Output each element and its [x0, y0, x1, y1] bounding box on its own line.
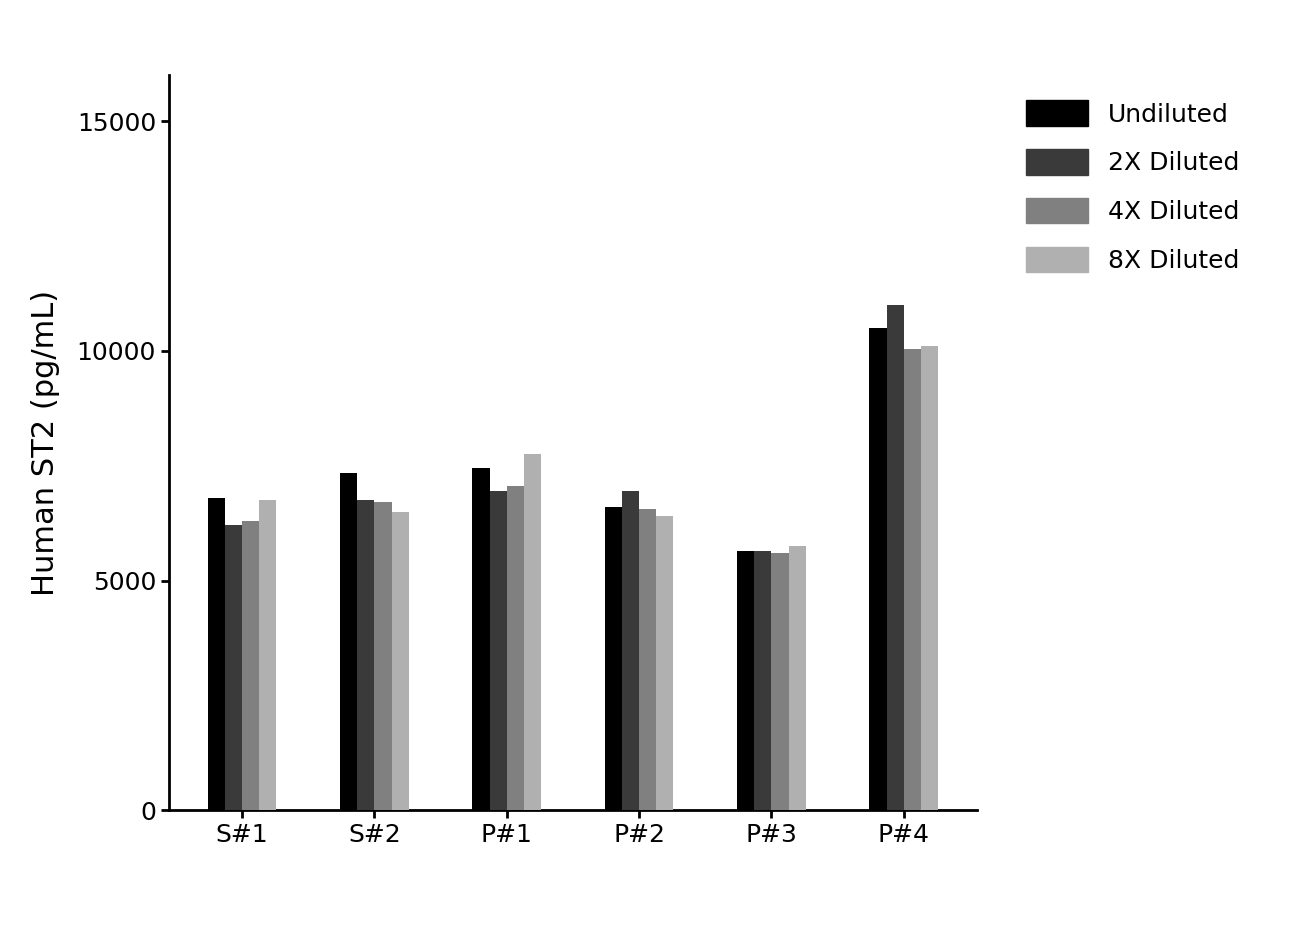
Bar — [357, 500, 375, 810]
Bar — [242, 521, 259, 810]
Bar — [622, 491, 639, 810]
Bar — [639, 510, 656, 810]
Y-axis label: Human ST2 (pg/mL): Human ST2 (pg/mL) — [31, 290, 60, 595]
Bar — [789, 546, 806, 810]
Legend: Undiluted, 2X Diluted, 4X Diluted, 8X Diluted: Undiluted, 2X Diluted, 4X Diluted, 8X Di… — [1013, 88, 1253, 285]
Bar — [921, 347, 939, 810]
Bar — [604, 507, 622, 810]
Bar — [375, 502, 392, 810]
Bar — [490, 491, 506, 810]
Bar — [887, 305, 904, 810]
Bar — [771, 553, 789, 810]
Bar — [259, 500, 276, 810]
Bar — [392, 512, 409, 810]
Bar — [737, 551, 754, 810]
Bar — [870, 328, 887, 810]
Bar — [904, 349, 921, 810]
Bar — [340, 473, 357, 810]
Bar — [225, 526, 242, 810]
Bar — [754, 551, 771, 810]
Bar — [207, 497, 225, 810]
Bar — [523, 454, 542, 810]
Bar — [506, 486, 523, 810]
Bar — [656, 516, 673, 810]
Bar — [473, 468, 490, 810]
